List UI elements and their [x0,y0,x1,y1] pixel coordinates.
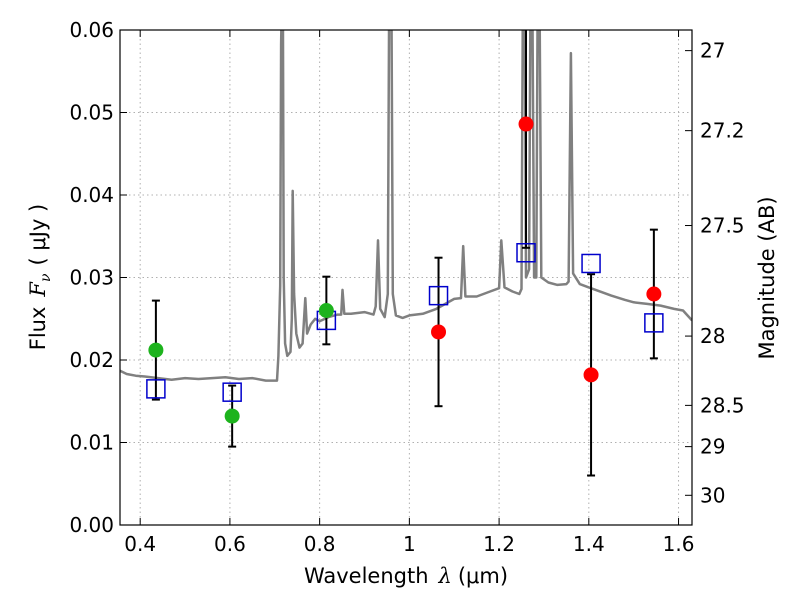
x-tick-label: 0.6 [214,532,246,556]
mag-tick-label: 27.5 [700,214,745,238]
y-axis-label: Flux Fν ( μJy ) [26,204,54,350]
x-tick-label: 1.4 [573,532,605,556]
y-axis-label-unit: ( μJy ) [26,204,50,266]
y-axis-label-subscript: ν [38,273,54,282]
y-axis-label-symbol: F [26,281,50,298]
grid-lines [120,29,692,526]
error-bars [151,30,658,477]
x-axis-label-symbol: λ [438,564,452,588]
green-data-point [224,408,240,424]
model-flux-square [146,379,166,399]
x-tick-label: 1.2 [483,532,515,556]
model-spectrum [120,30,692,382]
mag-tick-label: 29 [700,435,725,459]
y2-axis-label: Magnitude (AB) [755,196,779,359]
mag-tick-label: 28.5 [700,393,745,417]
model-flux-square [516,243,536,263]
red-data-point [518,116,534,132]
y-axis-label-text: Flux [26,307,50,351]
mag-tick-label: 27.2 [700,119,745,143]
mag-tick-label: 30 [700,483,725,507]
x-tick-label: 1 [403,532,416,556]
red-data-point [583,367,599,383]
x-axis-label: Wavelength λ (μm) [304,564,508,588]
y-tick-label: 0.02 [69,348,114,372]
model-spectrum-line [120,30,692,382]
y-tick-label: 0.06 [69,18,114,42]
model-flux-square [222,382,242,402]
y-tick-label: 0.05 [69,101,114,125]
red-data-point [431,324,447,340]
x-tick-label: 1.6 [663,532,695,556]
y-tick-label: 0.04 [69,183,114,207]
green-data-point [148,342,164,358]
y-tick-label: 0.03 [69,266,114,290]
mag-tick-label: 27 [700,39,725,63]
model-flux-square [581,253,601,274]
data-markers [146,116,664,424]
red-data-point [646,286,662,302]
x-tick-label: 0.8 [304,532,336,556]
x-axis-label-unit: (μm) [458,564,508,588]
model-flux-square [644,313,664,333]
y-tick-label: 0.00 [69,513,114,537]
x-axis-label-text: Wavelength [304,564,429,588]
x-tick-label: 0.4 [124,532,156,556]
axis-ticks: 0.4 0.6 0.8 1 1.2 1.4 1.6 0.00 0.01 0.02 0.03 0.04 0… [69,18,744,556]
model-flux-square [428,285,449,306]
mag-tick-label: 28 [700,324,725,348]
y-tick-label: 0.01 [69,431,114,455]
green-data-point [318,303,334,318]
